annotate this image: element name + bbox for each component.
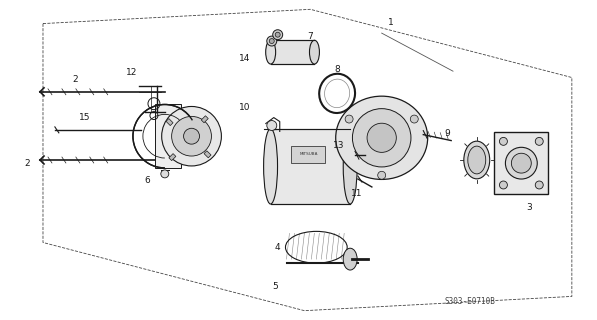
Text: 6: 6 (144, 176, 150, 185)
Circle shape (345, 115, 353, 123)
Text: 1: 1 (387, 18, 393, 27)
Circle shape (171, 116, 211, 156)
Text: 11: 11 (351, 189, 362, 198)
Ellipse shape (264, 129, 278, 204)
Ellipse shape (309, 40, 319, 64)
Text: 4: 4 (275, 243, 281, 252)
Ellipse shape (367, 123, 396, 152)
Circle shape (161, 170, 169, 178)
Circle shape (512, 153, 531, 173)
Text: MITSUBA: MITSUBA (299, 152, 318, 156)
Text: 13: 13 (333, 141, 344, 150)
Circle shape (410, 115, 418, 123)
Text: 7: 7 (307, 32, 313, 41)
Circle shape (269, 39, 274, 44)
Circle shape (536, 137, 543, 145)
Circle shape (273, 30, 282, 40)
Text: 9: 9 (444, 129, 450, 138)
Text: 10: 10 (239, 103, 251, 112)
Ellipse shape (343, 248, 357, 270)
Circle shape (267, 36, 277, 46)
Text: 8: 8 (334, 65, 340, 74)
Text: 12: 12 (127, 68, 138, 77)
Circle shape (506, 147, 537, 179)
Bar (204, 151, 211, 158)
Circle shape (162, 107, 221, 166)
Ellipse shape (352, 109, 411, 167)
Text: 15: 15 (79, 113, 90, 122)
Circle shape (536, 181, 543, 189)
Text: 14: 14 (239, 54, 251, 63)
FancyBboxPatch shape (291, 146, 325, 164)
Bar (169, 154, 176, 161)
Text: 3: 3 (526, 203, 532, 212)
Circle shape (275, 32, 280, 37)
Polygon shape (155, 105, 181, 168)
Ellipse shape (464, 141, 490, 179)
Circle shape (267, 121, 277, 131)
Ellipse shape (343, 129, 357, 204)
Text: S303-E0710B: S303-E0710B (444, 297, 495, 306)
Bar (201, 116, 208, 123)
Circle shape (500, 137, 507, 145)
Bar (270, 40, 315, 64)
Text: 2: 2 (24, 159, 30, 168)
Circle shape (378, 171, 386, 179)
Text: 5: 5 (272, 282, 278, 292)
Ellipse shape (266, 40, 276, 64)
FancyBboxPatch shape (494, 132, 548, 194)
Bar (270, 129, 350, 204)
Text: 2: 2 (73, 75, 78, 84)
Circle shape (183, 128, 199, 144)
Ellipse shape (336, 96, 427, 180)
Bar (166, 119, 173, 125)
Circle shape (500, 181, 507, 189)
Ellipse shape (468, 146, 486, 174)
